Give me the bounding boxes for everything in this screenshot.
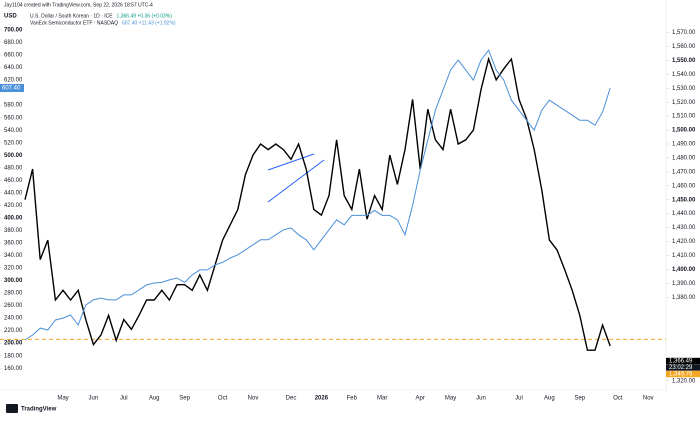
y-tick-label: 360.00 (4, 241, 23, 247)
y2-tick-label: 1,420.00 (672, 239, 696, 245)
series-line (24, 49, 611, 341)
x-tick-label: 2026 (315, 396, 329, 402)
y2-tick-label: 1,530.00 (672, 86, 696, 92)
y-tick-label: 280.00 (4, 291, 23, 297)
x-tick-label: Jul (120, 396, 128, 402)
x-tick-label: Apr (416, 396, 425, 402)
y2-tick-label: 1,540.00 (672, 72, 696, 78)
currency: USD (4, 14, 17, 20)
y2-tick-label: 1,390.00 (672, 281, 696, 287)
y-tick-label: 660.00 (4, 53, 23, 59)
y2-tick-label: 1,480.00 (672, 156, 696, 162)
y2-tick-label: 1,320.00 (672, 378, 696, 384)
x-tick-label: May (445, 396, 456, 402)
y-tick-label: 260.00 (4, 303, 23, 309)
credit: Jay1104 created with TradingView.com, Se… (4, 2, 153, 8)
x-tick-label: Oct (613, 396, 623, 402)
y2-tick-label: 1,490.00 (672, 142, 696, 148)
price-tag-bg (666, 357, 700, 365)
y-tick-label: 520.00 (4, 140, 23, 146)
series-line (24, 56, 611, 351)
y2-tick-label: 1,510.00 (672, 114, 696, 120)
y2-tick-label: 1,470.00 (672, 169, 696, 175)
x-tick-label: Dec (286, 396, 297, 402)
x-tick-label: Jun (89, 396, 99, 402)
price-tag-bg (666, 370, 700, 378)
y-tick-label: 540.00 (4, 128, 23, 134)
x-tick-label: May (57, 396, 68, 402)
y2-tick-label: 1,450.00 (672, 197, 696, 203)
trend-line (267, 153, 315, 171)
x-tick-label: Feb (347, 396, 358, 402)
y-tick-label: 400.00 (4, 215, 23, 221)
y-tick-label: 680.00 (4, 40, 23, 46)
x-tick-label: Mar (377, 396, 387, 402)
y-tick-label: 700.00 (4, 28, 23, 34)
x-tick-label: Nov (643, 396, 654, 402)
y-tick-label: 620.00 (4, 78, 23, 84)
y-tick-label: 480.00 (4, 165, 23, 171)
y-tick-label: 160.00 (4, 366, 23, 372)
price-tag: 1,366.49 (669, 359, 693, 365)
y2-tick-label: 1,410.00 (672, 253, 696, 259)
y-tick-label: 640.00 (4, 65, 23, 71)
y2-tick-label: 1,400.00 (672, 267, 696, 273)
y-tick-label: 580.00 (4, 103, 23, 109)
y-tick-label: 560.00 (4, 115, 23, 121)
y2-tick-label: 1,460.00 (672, 183, 696, 189)
y2-tick-label: 1,500.00 (672, 128, 696, 134)
x-tick-label: Sep (574, 396, 585, 402)
y-tick-label: 500.00 (4, 153, 23, 159)
brand-text: TradingView (21, 407, 57, 413)
y-tick-label: 340.00 (4, 253, 23, 259)
x-tick-label: Aug (544, 396, 555, 402)
price-tag-bg (0, 84, 24, 93)
y2-tick-label: 1,570.00 (672, 30, 696, 36)
y-tick-label: 220.00 (4, 328, 23, 334)
y-tick-label: 200.00 (4, 341, 23, 347)
x-tick-label: Aug (149, 396, 160, 402)
price-tag-bg (666, 364, 700, 371)
price-tag: 607.40 (2, 86, 21, 92)
x-tick-label: Oct (218, 396, 228, 402)
price-tag: 23:02:29 (669, 365, 693, 371)
y2-tick-label: 1,380.00 (672, 295, 696, 301)
y-tick-label: 320.00 (4, 266, 23, 272)
legend-value: 1,366.49 +0.36 (+0.03%) (117, 13, 173, 19)
y-tick-label: 460.00 (4, 178, 23, 184)
price-tag: 1,349.76 (669, 372, 693, 378)
y-tick-label: 240.00 (4, 316, 23, 322)
y-tick-label: 440.00 (4, 190, 23, 196)
legend-name: U.S. Dollar / South Korean · 1D · ICE (30, 13, 113, 19)
y-tick-label: 300.00 (4, 278, 23, 284)
trend-line (267, 159, 325, 203)
y-tick-label: 380.00 (4, 228, 23, 234)
x-tick-label: Jun (476, 396, 486, 402)
legend-name: VanEck Semiconductor ETF · NASDAQ (30, 20, 118, 26)
x-tick-label: Nov (248, 396, 259, 402)
brand: TradingView (6, 404, 57, 413)
y2-tick-label: 1,520.00 (672, 100, 696, 106)
x-tick-label: Jul (515, 396, 523, 402)
y-tick-label: 180.00 (4, 353, 23, 359)
x-tick-label: Sep (179, 396, 190, 402)
y2-tick-label: 1,560.00 (672, 44, 696, 50)
y2-tick-label: 1,440.00 (672, 211, 696, 217)
y-tick-label: 420.00 (4, 203, 23, 209)
y2-tick-label: 1,550.00 (672, 58, 696, 64)
brand-logo (6, 404, 18, 413)
legend-value: 607.40 +11.43 (+1.92%) (122, 20, 176, 26)
y2-tick-label: 1,430.00 (672, 225, 696, 231)
